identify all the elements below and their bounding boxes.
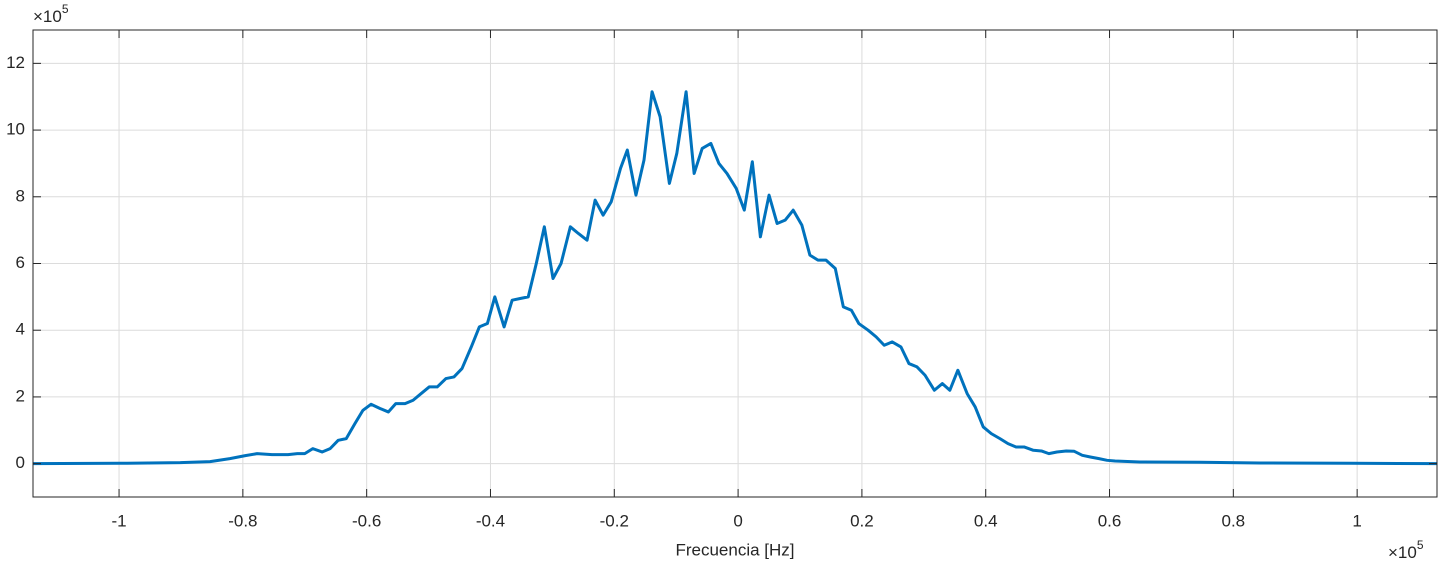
x-tick-label: 1 [1352, 511, 1361, 530]
x-tick-label: 0 [733, 511, 742, 530]
y-tick-label: 8 [16, 186, 25, 205]
ticks: -1 -0.8 -0.6 -0.4 -0.2 0 0.2 0.4 0.6 0.8 102468101… [6, 30, 1437, 530]
y-tick-label: 2 [16, 386, 25, 405]
y-multiplier-base: ×10 [33, 7, 62, 26]
y-tick-label: 10 [6, 120, 25, 139]
x-tick-label: 0.8 [1222, 511, 1246, 530]
x-axis-label: Frecuencia [Hz] [675, 540, 794, 559]
grid [33, 30, 1437, 497]
x-tick-label: -1 [111, 511, 126, 530]
y-tick-label: 6 [16, 253, 25, 272]
x-multiplier-base: ×10 [1388, 543, 1417, 562]
y-tick-label: 12 [6, 53, 25, 72]
x-multiplier: ×105 [1388, 538, 1424, 562]
y-multiplier-exponent: 5 [62, 2, 69, 16]
x-multiplier-exponent: 5 [1417, 538, 1424, 552]
x-tick-label: -0.6 [352, 511, 381, 530]
y-tick-label: 4 [16, 320, 25, 339]
x-tick-label: -0.8 [228, 511, 257, 530]
y-multiplier: ×105 [33, 2, 69, 26]
x-tick-label: -0.4 [476, 511, 505, 530]
plot [32, 90, 1438, 466]
x-tick-label: 0.6 [1098, 511, 1122, 530]
x-tick-label: -0.2 [600, 511, 629, 530]
data-line [32, 90, 1438, 466]
x-tick-label: 0.4 [974, 511, 998, 530]
y-tick-label: 0 [16, 453, 25, 472]
x-tick-label: 0.2 [850, 511, 874, 530]
